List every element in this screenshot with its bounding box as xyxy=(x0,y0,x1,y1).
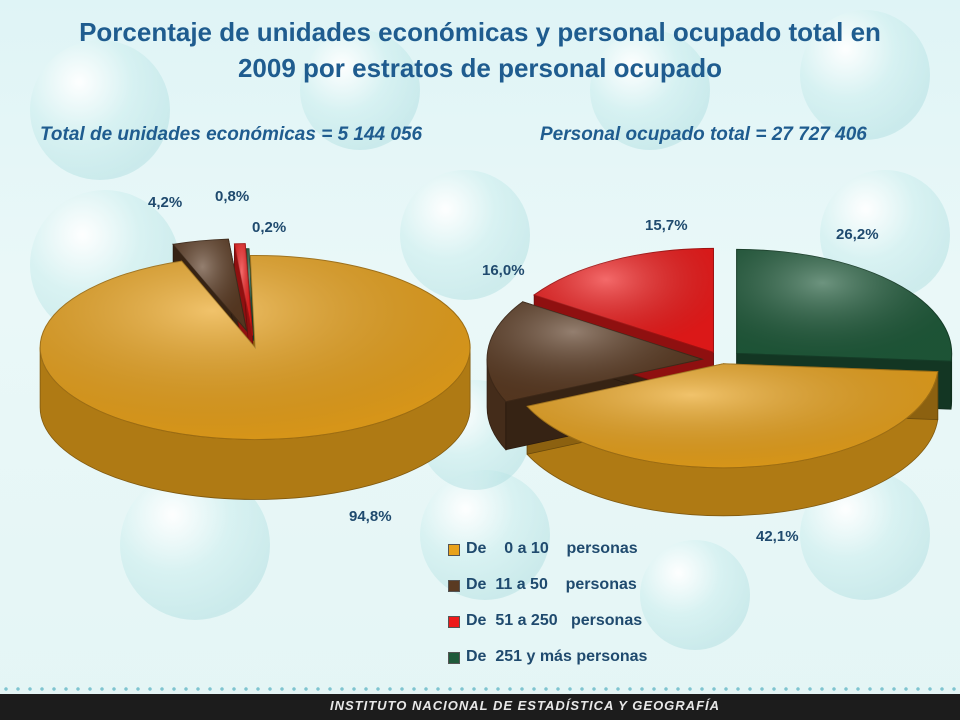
footer-bar: INSTITUTO NACIONAL DE ESTADÍSTICA Y GEOG… xyxy=(0,694,960,720)
chart-1-title: Total de unidades económicas = 5 144 056 xyxy=(40,124,423,145)
pie-slice-sheen xyxy=(534,248,714,353)
legend-item: De 11 a 50 personas xyxy=(446,576,706,612)
data-label: 26,2% xyxy=(836,226,879,243)
legend-swatch xyxy=(448,652,460,664)
legend-prefix: De xyxy=(466,648,487,665)
legend-prefix: De xyxy=(466,612,487,629)
legend-item: De 51 a 250 personas xyxy=(446,612,706,648)
title-line-2: 2009 por estratos de personal ocupado xyxy=(237,53,723,83)
background-bubble xyxy=(400,170,530,300)
legend-swatch xyxy=(448,616,460,628)
legend-item: De 251 y más personas xyxy=(446,648,706,684)
data-label: 15,7% xyxy=(645,217,688,234)
pie-slice-sheen xyxy=(173,239,247,331)
background-bubble xyxy=(30,40,170,180)
footer-text: INSTITUTO NACIONAL DE ESTADÍSTICA Y GEOG… xyxy=(330,698,721,713)
legend-range: 51 a 250 xyxy=(495,612,558,629)
pie-slice-sheen xyxy=(234,243,253,336)
data-label: 0,8% xyxy=(215,188,250,205)
data-label: 42,1% xyxy=(756,528,799,545)
background-bubble xyxy=(300,30,420,150)
legend-range: 11 a 50 xyxy=(495,576,548,593)
background-bubble xyxy=(420,470,550,600)
background-bubble xyxy=(590,30,710,150)
pie-slice-sheen xyxy=(40,255,471,440)
legend-suffix: personas xyxy=(565,576,637,593)
data-label: 16,0% xyxy=(482,262,525,279)
legend-prefix: De xyxy=(466,540,487,557)
pie-slice-sheen xyxy=(246,248,254,341)
pie-slice-sheen xyxy=(736,249,952,362)
title-line-1: Porcentaje de unidades económicas y pers… xyxy=(79,17,881,47)
legend-suffix: personas xyxy=(570,612,643,629)
dotted-divider xyxy=(0,686,960,692)
data-label: 0,2% xyxy=(252,219,287,236)
background-bubble xyxy=(640,540,750,650)
legend-item: De 0 a 10 personas xyxy=(446,540,706,576)
legend: De 0 a 10 personas De 11 a 50 personas D… xyxy=(446,540,706,684)
legend-range: 251 y más xyxy=(495,648,572,665)
pie-slice-sheen xyxy=(527,363,938,468)
legend-swatch xyxy=(448,544,460,556)
background-bubble xyxy=(800,10,930,140)
pie-slice-sheen xyxy=(487,301,703,402)
legend-prefix: De xyxy=(466,576,487,593)
chart-2-title: Personal ocupado total = 27 727 406 xyxy=(540,124,867,145)
legend-suffix: personas xyxy=(576,648,648,665)
legend-suffix: personas xyxy=(566,540,638,557)
legend-swatch xyxy=(448,580,460,592)
data-label: 94,8% xyxy=(349,508,392,525)
data-label: 4,2% xyxy=(148,194,183,211)
legend-range: 0 a 10 xyxy=(504,540,549,557)
page-title: Porcentaje de unidades económicas y pers… xyxy=(0,14,960,86)
